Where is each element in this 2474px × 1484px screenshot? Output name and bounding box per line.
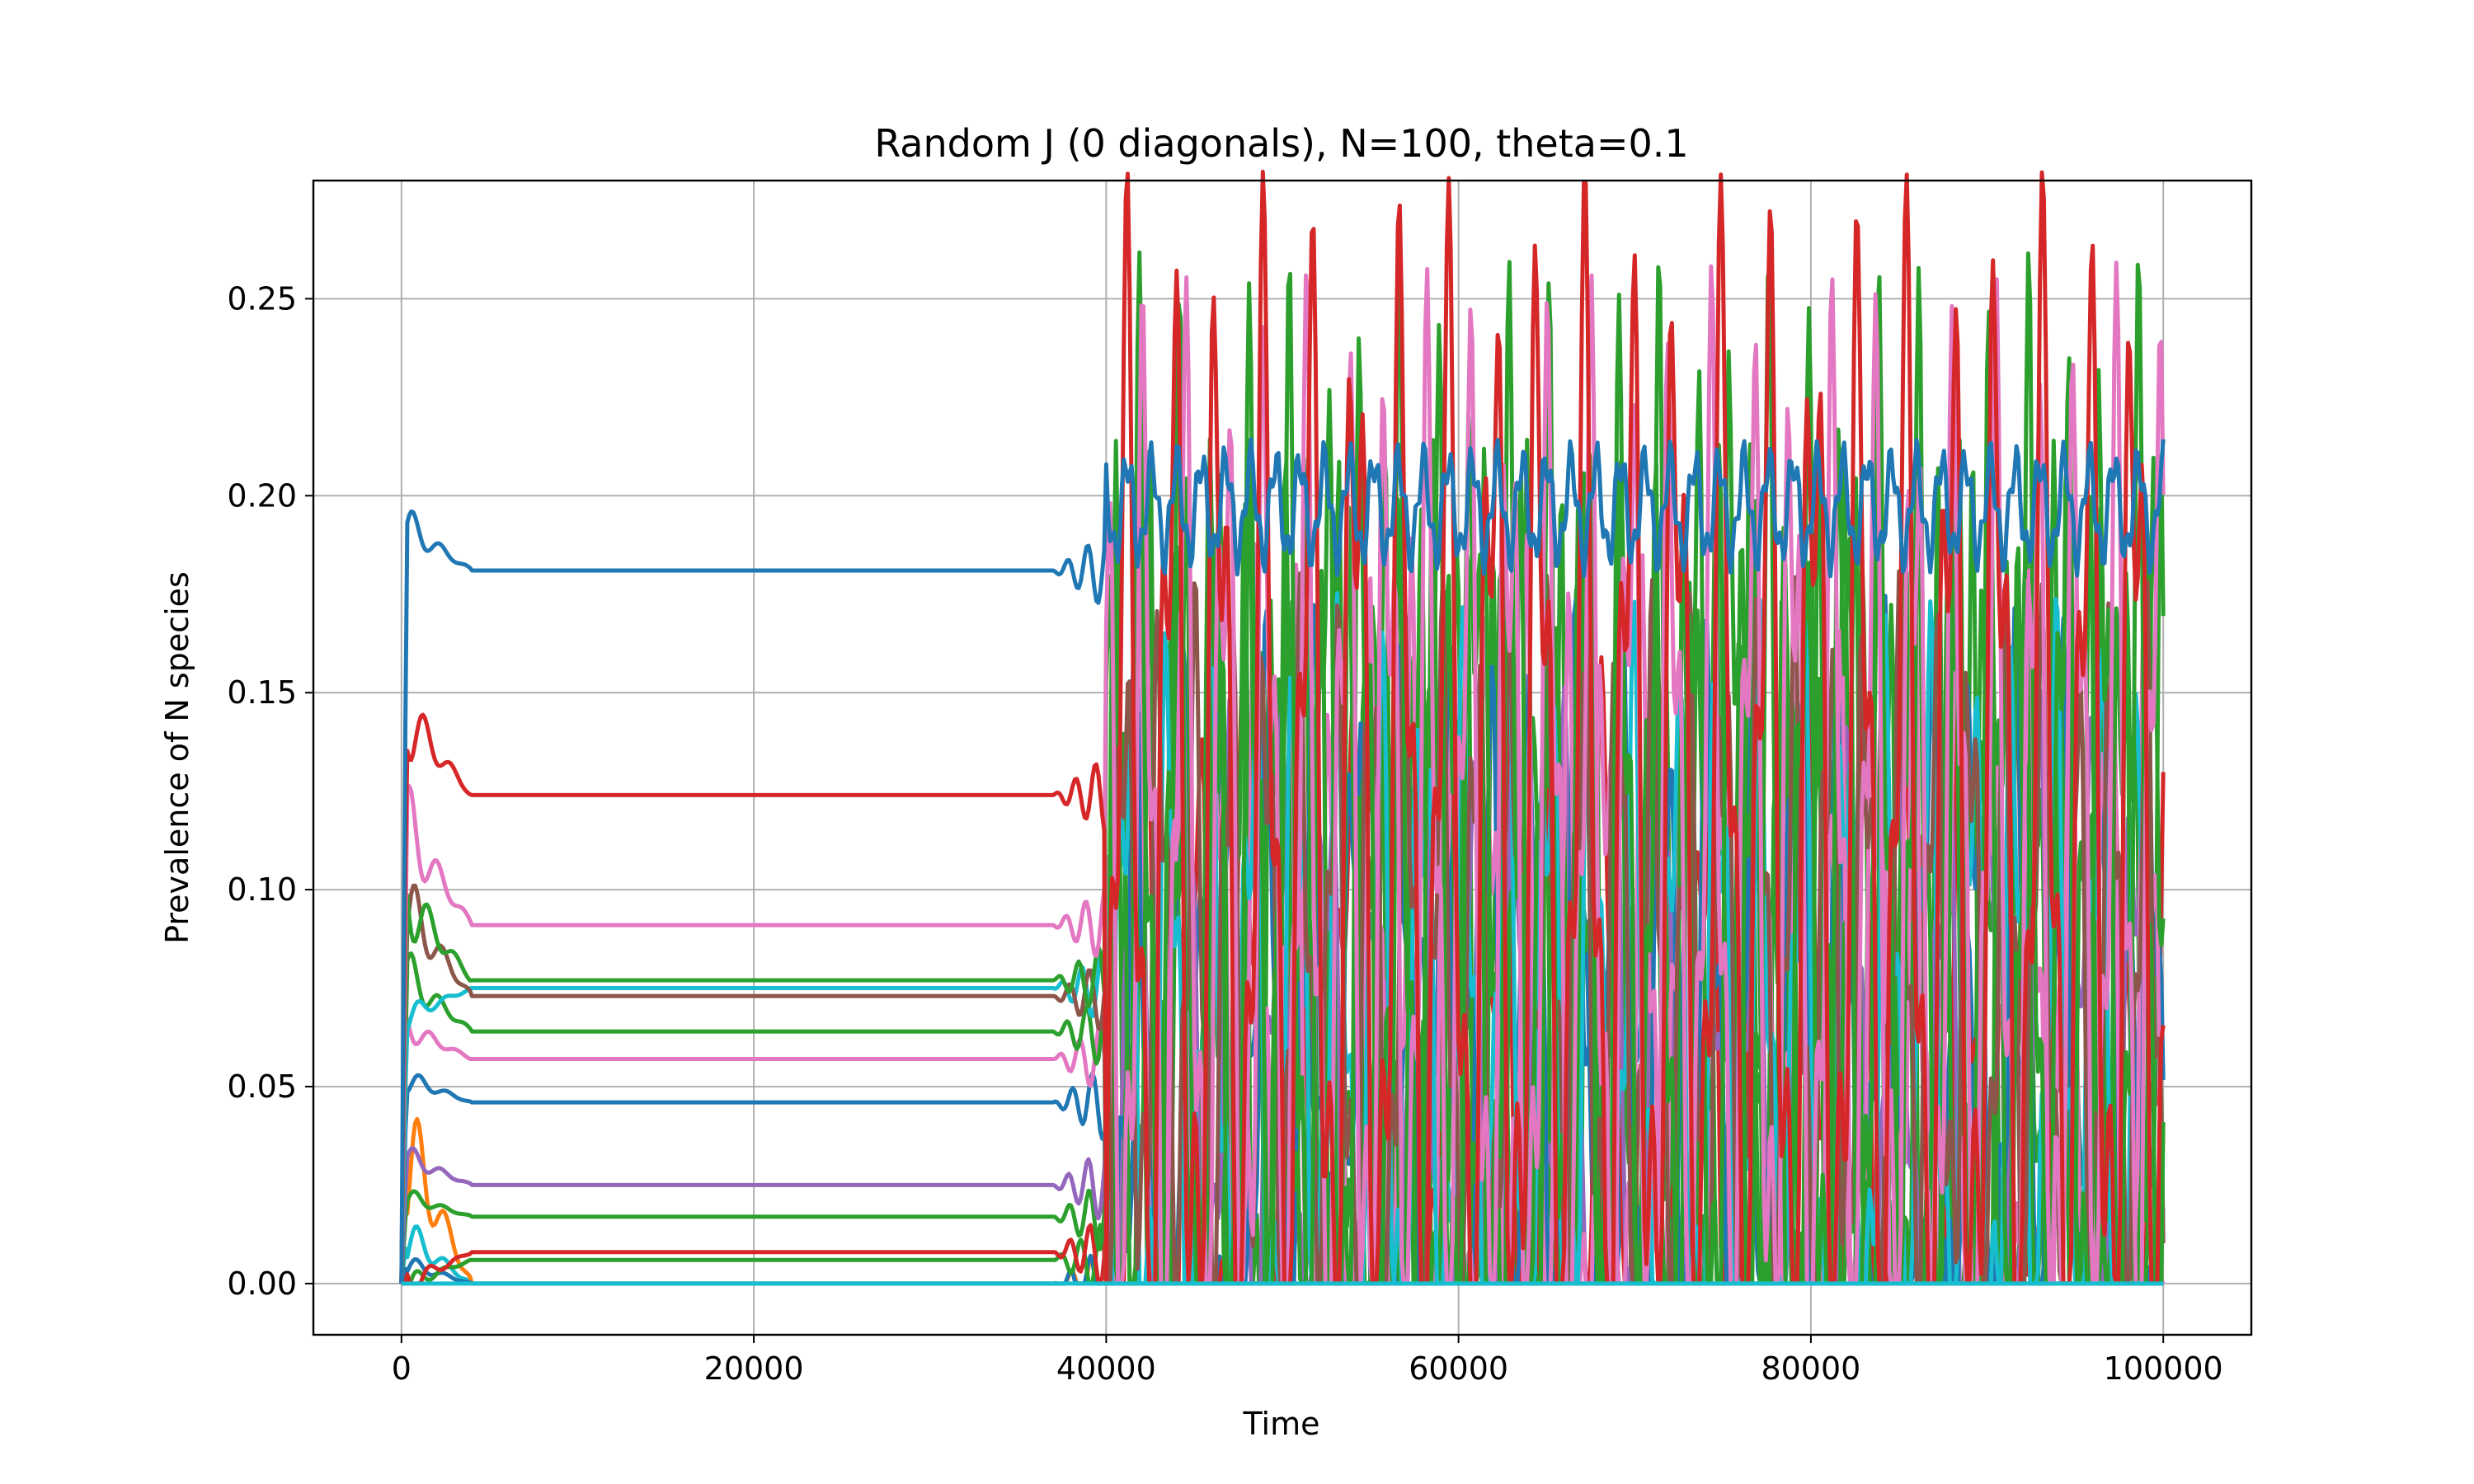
chart-title: Random J (0 diagonals), N=100, theta=0.1 (874, 121, 1688, 166)
y-tick-label: 0.20 (227, 477, 297, 514)
y-tick-label: 0.05 (227, 1068, 297, 1105)
y-tick-label: 0.25 (227, 280, 297, 317)
plot-lines (399, 169, 2166, 1286)
x-tick-label: 100000 (2104, 1350, 2223, 1387)
series-line (399, 439, 2166, 1286)
x-tick-label: 60000 (1409, 1350, 1508, 1387)
y-tick-label: 0.00 (227, 1266, 297, 1302)
x-tick-label: 20000 (704, 1350, 804, 1387)
y-axis-label: Prevalence of N species (159, 571, 195, 944)
series-line (399, 250, 2166, 1286)
x-axis-label: Time (1243, 1406, 1320, 1442)
y-tick-label: 0.15 (227, 674, 297, 711)
x-tick-label: 80000 (1761, 1350, 1860, 1387)
y-axis: 0.00 0.05 0.10 0.15 0.20 0.25 (227, 280, 313, 1302)
plot-frame (312, 179, 2253, 1336)
y-tick-label: 0.10 (227, 871, 297, 908)
x-axis: 0 20000 40000 60000 80000 100000 (392, 1335, 2223, 1387)
x-tick-label: 40000 (1056, 1350, 1156, 1387)
series-line (399, 437, 2166, 1284)
x-tick-label: 0 (392, 1350, 412, 1387)
series-line (399, 169, 2166, 1286)
